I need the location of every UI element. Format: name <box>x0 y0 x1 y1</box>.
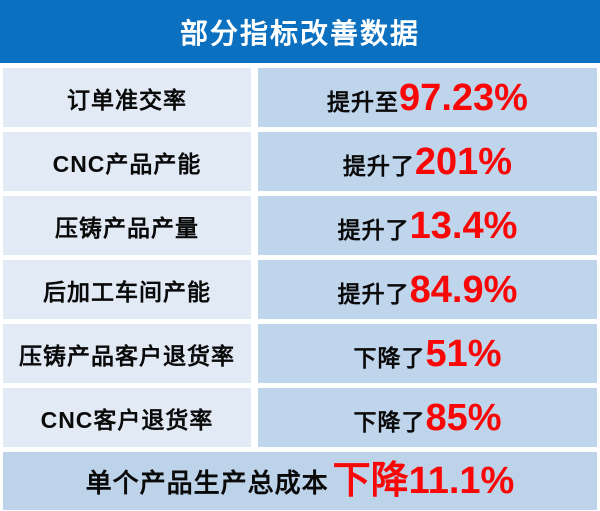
value-prefix: 提升至 <box>327 88 400 115</box>
value-prefix: 下降了 <box>353 344 426 371</box>
table-header: 部分指标改善数据 <box>0 0 600 63</box>
metric-value-cell: 提升了201% <box>258 132 597 191</box>
metric-value-cell: 下降了85% <box>258 388 597 447</box>
value-number: 84.9% <box>409 268 518 311</box>
table-body: 订单准交率 提升至97.23% CNC产品产能 提升了201% 压铸产品产量 提… <box>0 68 600 447</box>
metric-label: 后加工车间产能 <box>3 260 251 319</box>
value-number: 201% <box>414 140 513 183</box>
value-number: 51% <box>425 332 502 375</box>
table-row: 后加工车间产能 提升了84.9% <box>3 260 597 319</box>
metric-value: 提升了13.4% <box>338 207 518 245</box>
metric-label: 订单准交率 <box>3 68 251 127</box>
metric-value-cell: 下降了51% <box>258 324 597 383</box>
metric-value: 提升了84.9% <box>338 271 518 309</box>
table-row: 压铸产品客户退货率 下降了51% <box>3 324 597 383</box>
value-prefix: 提升了 <box>342 152 415 179</box>
metric-value: 下降了51% <box>353 335 501 373</box>
metric-value: 提升至97.23% <box>327 79 528 117</box>
value-prefix: 提升了 <box>337 280 410 307</box>
summary-label: 单个产品生产总成本 <box>85 467 329 498</box>
metric-value-cell: 提升了13.4% <box>258 196 597 255</box>
metric-label: CNC产品产能 <box>3 132 251 191</box>
summary-banner: 单个产品生产总成本 下降11.1% <box>3 452 597 510</box>
metric-label: 压铸产品产量 <box>3 196 251 255</box>
metric-value-cell: 提升至97.23% <box>258 68 597 127</box>
value-prefix: 下降了 <box>353 408 426 435</box>
table-row: 压铸产品产量 提升了13.4% <box>3 196 597 255</box>
metric-value: 下降了85% <box>353 399 501 437</box>
metric-label: 压铸产品客户退货率 <box>3 324 251 383</box>
value-number: 85% <box>425 396 502 439</box>
summary-highlight: 下降11.1% <box>332 460 515 502</box>
value-number: 13.4% <box>409 204 518 247</box>
table-row: CNC客户退货率 下降了85% <box>3 388 597 447</box>
metric-value: 提升了201% <box>343 143 512 181</box>
metric-label: CNC客户退货率 <box>3 388 251 447</box>
table-row: CNC产品产能 提升了201% <box>3 132 597 191</box>
value-prefix: 提升了 <box>337 216 410 243</box>
page-title: 部分指标改善数据 <box>179 17 420 49</box>
value-number: 97.23% <box>399 76 528 119</box>
table-row: 订单准交率 提升至97.23% <box>3 68 597 127</box>
metric-value-cell: 提升了84.9% <box>258 260 597 319</box>
